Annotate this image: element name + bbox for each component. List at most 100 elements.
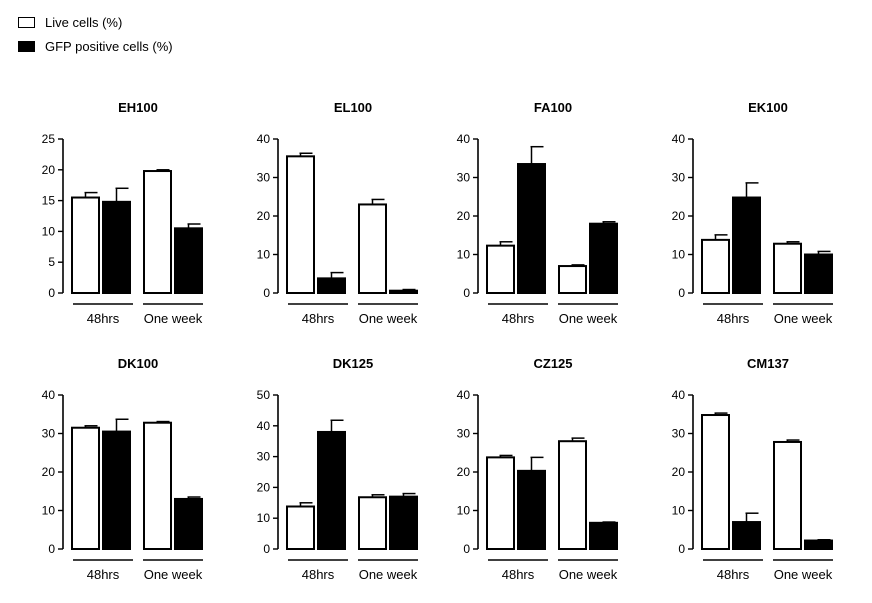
- y-tick-label: 0: [48, 542, 55, 556]
- category-label: One week: [144, 567, 203, 582]
- chart-cz125: CZ125 0 10 20 30 40 48hrs One week: [457, 356, 618, 582]
- y-tick-label: 25: [42, 132, 56, 146]
- bar: [358, 496, 387, 551]
- bar: [102, 200, 131, 294]
- legend-swatch-gfp: [18, 40, 35, 52]
- legend-label-live: Live cells (%): [45, 14, 123, 30]
- y-tick-label: 50: [257, 388, 271, 402]
- y-tick-label: 10: [42, 224, 56, 238]
- bar: [317, 430, 346, 550]
- y-tick-label: 40: [257, 419, 271, 433]
- bar: [174, 227, 203, 295]
- y-tick-label: 0: [463, 542, 470, 556]
- y-tick-label: 30: [457, 171, 471, 185]
- bar: [701, 414, 730, 550]
- y-tick-label: 10: [672, 248, 686, 262]
- y-tick-label: 30: [672, 171, 686, 185]
- y-tick-label: 30: [257, 171, 271, 185]
- y-tick-label: 10: [42, 504, 56, 518]
- y-tick-label: 30: [457, 427, 471, 441]
- y-tick-label: 40: [257, 132, 271, 146]
- chart-title: EK100: [748, 100, 788, 115]
- bar: [701, 238, 730, 294]
- y-tick-label: 0: [678, 542, 685, 556]
- bar: [102, 430, 131, 551]
- bar: [732, 521, 761, 550]
- bar: [804, 253, 833, 294]
- chart-fa100: FA100 0 10 20 30 40 48hrs One week: [457, 100, 618, 326]
- y-tick-label: 10: [257, 248, 271, 262]
- y-tick-label: 20: [672, 209, 686, 223]
- chart-title: EL100: [334, 100, 372, 115]
- category-label: 48hrs: [502, 311, 535, 326]
- chart-title: CM137: [747, 356, 789, 371]
- y-tick-label: 20: [42, 163, 56, 177]
- category-label: 48hrs: [87, 311, 120, 326]
- bar: [732, 196, 761, 295]
- bar: [773, 440, 802, 550]
- y-tick-label: 10: [672, 504, 686, 518]
- y-tick-label: 0: [463, 286, 470, 300]
- y-tick-label: 20: [457, 209, 471, 223]
- bar: [389, 289, 418, 295]
- bar: [358, 203, 387, 294]
- chart-title: DK125: [333, 356, 373, 371]
- bar: [589, 222, 618, 294]
- category-label: 48hrs: [717, 567, 750, 582]
- bar: [317, 277, 346, 294]
- bar: [589, 521, 618, 551]
- category-label: 48hrs: [502, 567, 535, 582]
- category-label: One week: [774, 311, 833, 326]
- category-label: One week: [359, 311, 418, 326]
- y-tick-label: 40: [672, 388, 686, 402]
- chart-dk100: DK100 0 10 20 30 40 48hrs One week: [42, 356, 203, 582]
- chart-ek100: EK100 0 10 20 30 40 48hrs One week: [672, 100, 833, 326]
- category-label: 48hrs: [87, 567, 120, 582]
- chart-title: FA100: [534, 100, 572, 115]
- bar: [286, 155, 315, 294]
- chart-dk125: DK125 0 10 20 30 40 50 48hrs One week: [257, 356, 418, 582]
- y-tick-label: 20: [457, 465, 471, 479]
- chart-eh100: EH100 0 5 10 15 20 25 48hrs One week: [42, 100, 203, 326]
- y-tick-label: 40: [672, 132, 686, 146]
- legend-item-live: Live cells (%): [18, 10, 173, 34]
- y-tick-label: 0: [48, 286, 55, 300]
- bar: [143, 421, 172, 550]
- bar: [486, 456, 515, 550]
- y-tick-label: 10: [457, 504, 471, 518]
- legend-item-gfp: GFP positive cells (%): [18, 34, 173, 58]
- y-tick-label: 40: [42, 388, 56, 402]
- chart-title: CZ125: [533, 356, 572, 371]
- y-tick-label: 0: [678, 286, 685, 300]
- y-tick-label: 40: [457, 132, 471, 146]
- chart-cm137: CM137 0 10 20 30 40 48hrs One week: [672, 356, 833, 582]
- chart-el100: EL100 0 10 20 30 40 48hrs One week: [257, 100, 418, 326]
- y-tick-label: 20: [42, 465, 56, 479]
- y-tick-label: 20: [672, 465, 686, 479]
- category-label: 48hrs: [302, 311, 335, 326]
- category-label: 48hrs: [302, 567, 335, 582]
- category-label: One week: [144, 311, 203, 326]
- category-label: One week: [359, 567, 418, 582]
- y-tick-label: 30: [42, 427, 56, 441]
- bar: [286, 505, 315, 551]
- legend-swatch-live: [18, 16, 35, 28]
- y-tick-label: 10: [257, 511, 271, 525]
- legend-label-gfp: GFP positive cells (%): [45, 38, 173, 54]
- bar: [517, 163, 546, 294]
- category-label: 48hrs: [717, 311, 750, 326]
- bar: [71, 196, 100, 295]
- y-tick-label: 10: [457, 248, 471, 262]
- bar: [558, 440, 587, 551]
- bar: [389, 495, 418, 551]
- y-tick-label: 5: [48, 255, 55, 269]
- category-label: One week: [559, 567, 618, 582]
- bar: [804, 539, 833, 551]
- chart-title: EH100: [118, 100, 158, 115]
- y-tick-label: 20: [257, 480, 271, 494]
- bar: [773, 242, 802, 294]
- bar: [71, 426, 100, 551]
- bar: [174, 497, 203, 551]
- category-label: One week: [559, 311, 618, 326]
